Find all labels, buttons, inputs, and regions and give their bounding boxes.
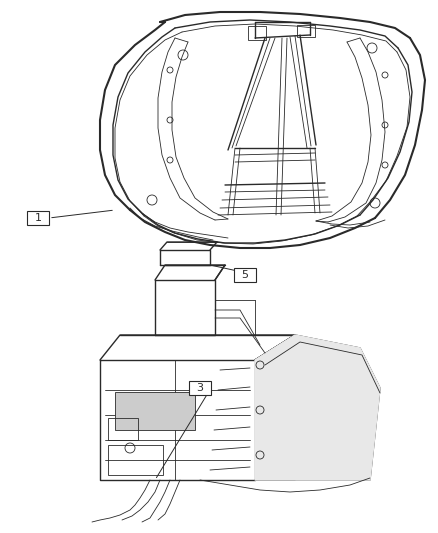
Bar [27, 211, 49, 225]
Bar [108, 418, 138, 440]
Text: 1: 1 [35, 213, 42, 223]
Text: 5: 5 [241, 270, 248, 280]
Polygon shape [255, 335, 380, 480]
Bar [234, 268, 256, 282]
Bar [297, 25, 315, 37]
Text: 3: 3 [197, 383, 204, 393]
Bar [115, 392, 195, 430]
Bar [248, 26, 266, 40]
Bar [189, 381, 211, 395]
Bar [108, 445, 163, 475]
